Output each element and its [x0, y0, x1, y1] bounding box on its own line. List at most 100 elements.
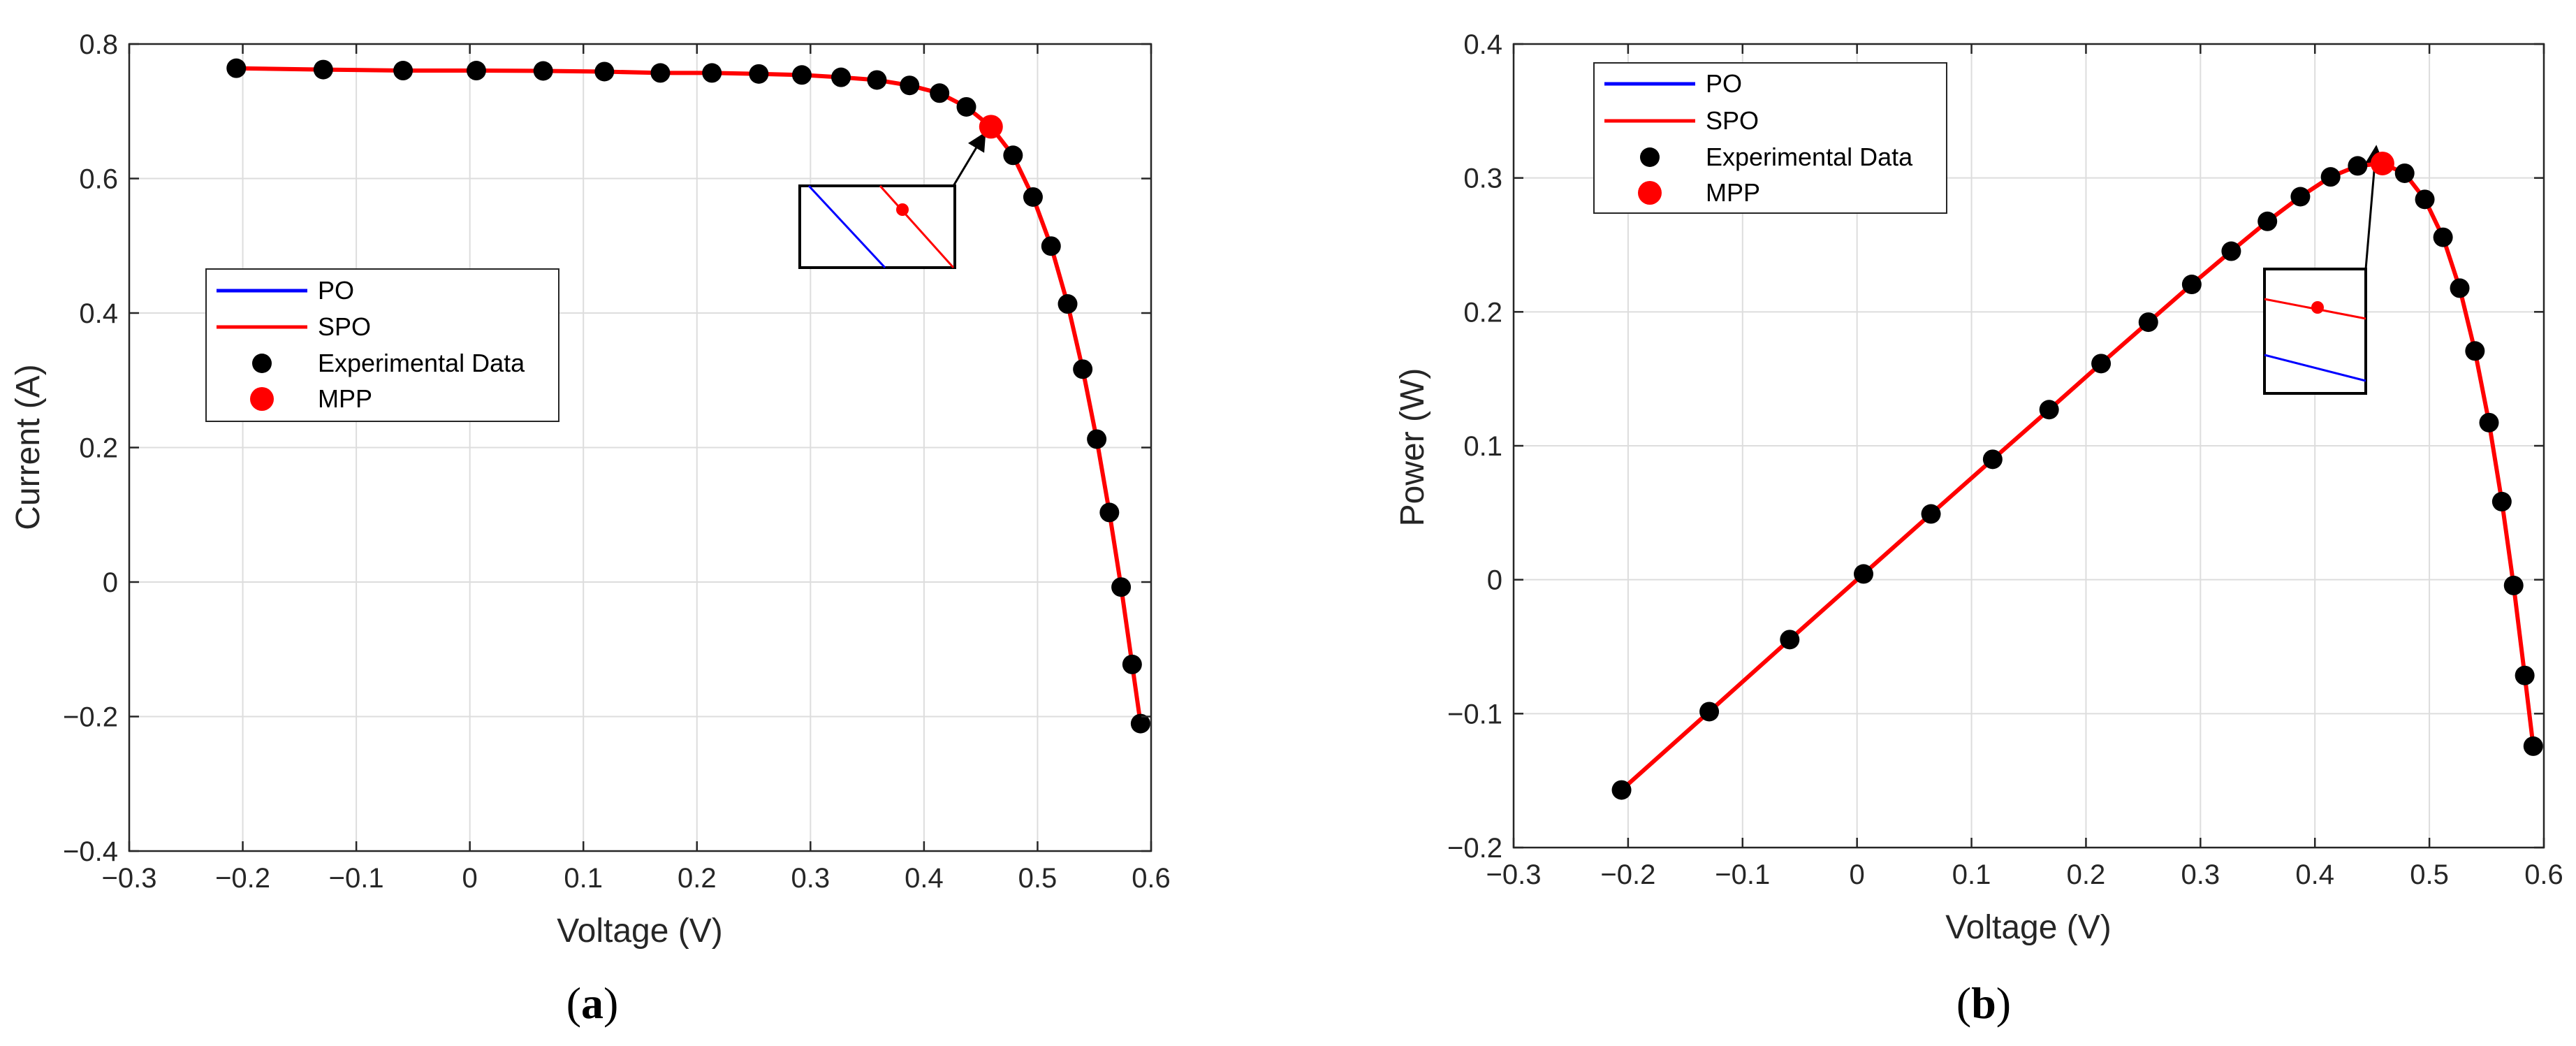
experimental-data-point [533, 61, 553, 81]
y-axis-label-b: Power (W) [1394, 368, 1431, 527]
y-tick-label: 0.4 [79, 298, 118, 329]
experimental-data-point [466, 61, 486, 81]
yticks-a: −0.4 −0.2 0 0.2 0.4 0.6 0.8 [63, 29, 1151, 867]
legend-po-label-a: PO [318, 276, 354, 305]
experimental-data-point [900, 75, 920, 96]
series-spo-line [1620, 161, 2535, 792]
experimental-data-point [594, 61, 615, 82]
y-tick-label: 0.4 [1463, 29, 1502, 60]
x-tick-label: −0.3 [102, 863, 157, 894]
panel-label-b: (b) [1956, 978, 2011, 1028]
x-tick-label: 0.5 [1018, 863, 1058, 894]
x-tick-label: 0.3 [2181, 859, 2220, 890]
experimental-data-point [702, 63, 722, 83]
experimental-data-point [313, 59, 333, 80]
experimental-data-point [2181, 275, 2202, 295]
experimental-data-point [1058, 294, 1078, 314]
zoom-inset-frame-a [798, 184, 956, 269]
x-tick-label: 0.4 [905, 863, 944, 894]
y-tick-label: 0.8 [79, 29, 118, 60]
experimental-data-point [867, 70, 887, 90]
series-po-line [1620, 161, 2535, 792]
xticks-b: −0.3 −0.2 −0.1 0 0.1 0.2 0.3 0.4 0.5 0.6 [1486, 44, 2563, 890]
x-axis-label-a: Voltage (V) [557, 913, 722, 950]
grid-a [129, 43, 1152, 852]
experimental-data-point [2415, 189, 2435, 210]
experimental-data-point [2394, 163, 2415, 183]
x-tick-label: −0.3 [1486, 859, 1542, 890]
zoom-inset-frame-b [2263, 268, 2367, 395]
experimental-data-point [2320, 167, 2341, 187]
x-tick-label: 0 [462, 863, 478, 894]
experimental-data-point [1087, 429, 1107, 449]
x-tick-label: −0.2 [1600, 859, 1655, 890]
x-axis-label-b: Voltage (V) [1945, 909, 2111, 946]
experimental-data-point [749, 64, 769, 84]
experimental-data-point [1073, 359, 1093, 379]
experimental-data-point [2503, 575, 2524, 595]
legend-data-label-b: Experimental Data [1706, 143, 1913, 171]
legend-po-label-b: PO [1706, 69, 1742, 98]
legend-mpp-marker-a [250, 387, 274, 411]
experimental-data-point [650, 63, 671, 83]
zoom-arrow-a [952, 131, 986, 187]
legend-mpp-label-a: MPP [318, 384, 372, 413]
series-spo-line [236, 66, 1143, 725]
y-tick-label: 0.6 [79, 164, 118, 195]
y-tick-label: 0.1 [1463, 431, 1502, 462]
y-tick-label: 0 [103, 567, 118, 598]
experimental-data-point [1122, 654, 1142, 674]
experimental-data-point [2515, 665, 2535, 685]
series-a [226, 58, 1150, 734]
legend-mpp-marker-b [1638, 181, 1662, 205]
y-tick-label: 0.2 [1463, 297, 1502, 328]
experimental-data-point [2523, 736, 2543, 756]
x-tick-label: 0.4 [2295, 859, 2334, 890]
zoom-inset-a [798, 184, 956, 269]
mpp-point [2370, 151, 2394, 175]
legend-mpp-label-b: MPP [1706, 178, 1760, 207]
experimental-data-point [831, 67, 851, 87]
legend-data-label-a: Experimental Data [318, 349, 525, 377]
experimental-data-point [2039, 400, 2059, 420]
experimental-data-point [2221, 241, 2241, 261]
experimental-data-point [1111, 577, 1132, 597]
legend-data-marker-a [252, 354, 272, 373]
x-tick-label: −0.1 [1715, 859, 1770, 890]
experimental-data-point [1921, 504, 1941, 524]
x-tick-label: 0.2 [678, 863, 717, 894]
legend-a: PO SPO Experimental Data MPP [205, 268, 559, 422]
series-b [1611, 151, 2543, 800]
experimental-data-point [226, 58, 247, 78]
zoom-inset-po-line-a [807, 184, 886, 269]
xticks-a: −0.3 −0.2 −0.1 0 0.1 0.2 0.3 0.4 0.5 0.6 [102, 44, 1171, 894]
experimental-data-point [393, 61, 414, 81]
zoom-inset-spo-line-a [879, 184, 955, 269]
experimental-data-point [1003, 145, 1023, 166]
legend-b: PO SPO Experimental Data MPP [1593, 62, 1947, 214]
legend-data-marker-b [1640, 147, 1660, 167]
experimental-data-point [1982, 449, 2003, 470]
experimental-data-point [2257, 211, 2278, 231]
x-tick-label: 0.6 [1132, 863, 1171, 894]
yticks-b: −0.2 −0.1 0 0.1 0.2 0.3 0.4 [1447, 29, 2544, 864]
zoom-inset-b [2263, 268, 2367, 395]
experimental-data-point [1780, 630, 1800, 650]
experimental-data-point [2491, 491, 2512, 511]
experimental-data-point [1854, 564, 1874, 584]
y-tick-label: 0.2 [79, 433, 118, 464]
experimental-data-point [2290, 187, 2311, 207]
y-tick-label: −0.2 [63, 702, 118, 733]
legend-spo-label-a: SPO [318, 312, 371, 341]
experimental-data-point [2138, 312, 2158, 333]
x-tick-label: 0 [1850, 859, 1865, 890]
experimental-data-point [2465, 341, 2485, 361]
x-tick-label: 0.1 [564, 863, 603, 894]
chart-b: −0.3 −0.2 −0.1 0 0.1 0.2 0.3 0.4 0.5 0.6 −0.2−0.1… [1394, 29, 2563, 1028]
experimental-data-point [1041, 236, 1061, 256]
mpp-point [979, 115, 1003, 139]
legend-spo-label-b: SPO [1706, 106, 1759, 135]
experimental-data-point [1099, 502, 1120, 523]
y-tick-label: 0 [1487, 565, 1502, 596]
